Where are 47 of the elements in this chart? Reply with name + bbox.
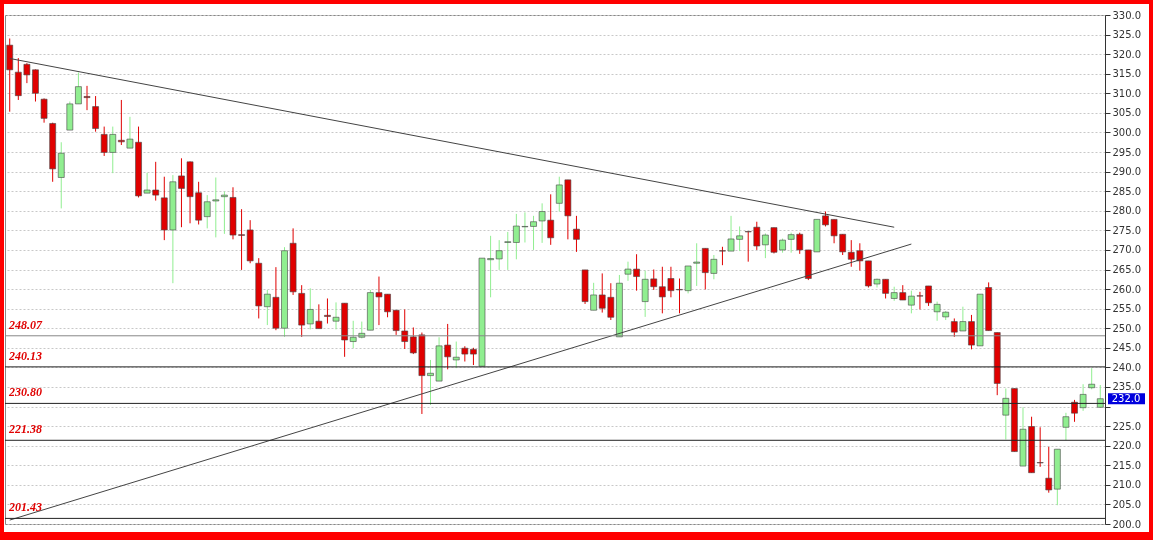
y-tick-label: 210.0 (1112, 479, 1142, 491)
y-tick-label: 320.0 (1112, 48, 1142, 60)
candlestick (1088, 367, 1095, 390)
y-tick-label: 270.0 (1112, 244, 1142, 256)
y-tick-label: 265.0 (1112, 264, 1142, 275)
candlestick (1062, 412, 1070, 441)
y-tick-label: 200.0 (1112, 518, 1142, 530)
y-tick-label: 275.0 (1112, 224, 1142, 236)
y-tick-label: 205.0 (1112, 498, 1142, 510)
candlestick (495, 239, 503, 271)
y-tick-label: 255.0 (1112, 303, 1142, 315)
candlestick (1036, 426, 1044, 468)
candlestick (573, 215, 580, 253)
ref-line-label: 240.13 (8, 348, 42, 363)
y-tick-label: 300.0 (1112, 126, 1142, 138)
candlestick (933, 301, 941, 322)
y-tick-label: 225.0 (1112, 420, 1142, 432)
y-tick-label: 260.0 (1112, 283, 1142, 295)
y-tick-label: 290.0 (1112, 166, 1142, 178)
ref-line-label: 248.07 (8, 317, 43, 332)
y-tick-label: 305.0 (1112, 107, 1142, 119)
candlestick (1045, 446, 1053, 494)
candlestick (1002, 388, 1010, 440)
y-tick-label: 280.0 (1112, 205, 1142, 217)
y-tick-label: 325.0 (1112, 29, 1142, 41)
candlestick (40, 97, 48, 124)
y-tick-label: 295.0 (1112, 146, 1142, 158)
y-tick-label: 330.0 (1112, 9, 1142, 21)
ref-line-label: 221.38 (8, 422, 42, 437)
candlestick (504, 231, 512, 271)
y-tick-label: 310.0 (1112, 87, 1142, 99)
ref-line-label: 201.43 (8, 500, 42, 515)
text: 232.0 (1111, 392, 1141, 404)
y-tick-label: 240.0 (1112, 361, 1142, 373)
ref-line-label: 230.80 (8, 385, 42, 400)
candlestick (693, 242, 700, 287)
y-tick-label: 285.0 (1112, 185, 1142, 197)
y-tick-label: 215.0 (1112, 459, 1142, 471)
candlestick (92, 95, 99, 133)
candlestick (221, 191, 228, 235)
y-tick-label: 220.0 (1112, 440, 1142, 452)
y-tick-label: 235.0 (1112, 381, 1142, 393)
candlestick (452, 341, 460, 369)
candlestick (324, 297, 331, 325)
y-tick-label: 250.0 (1112, 322, 1142, 334)
y-tick-label: 315.0 (1112, 68, 1142, 80)
y-tick-label: 245.0 (1112, 342, 1142, 354)
